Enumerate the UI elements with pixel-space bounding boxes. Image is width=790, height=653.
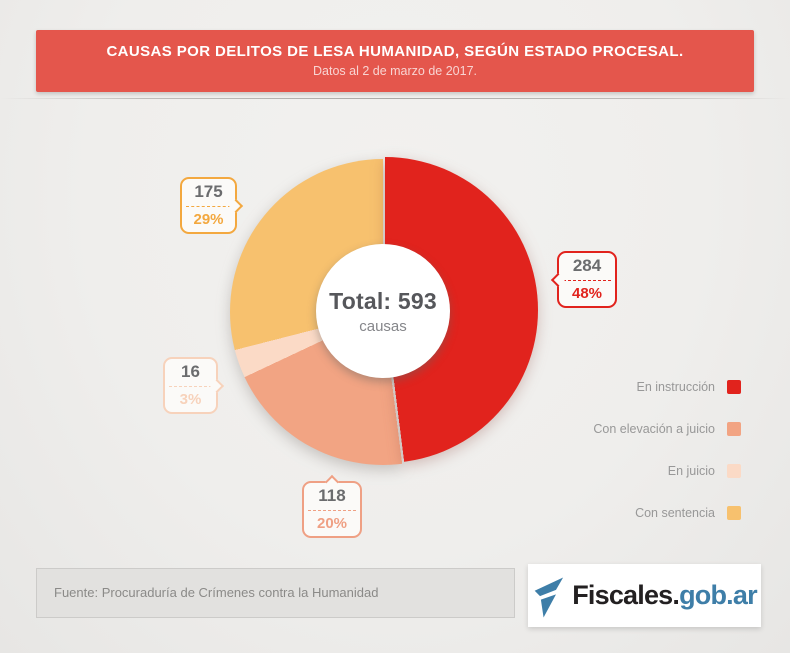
legend-label: En instrucción xyxy=(636,379,715,394)
legend-swatch-icon xyxy=(727,421,741,436)
legend-item-con-sentencia: Con sentencia xyxy=(593,505,741,520)
legend-item-con-elevacion: Con elevación a juicio xyxy=(593,421,741,436)
callout-value: 284 xyxy=(572,256,602,275)
total-label: Total: 593 xyxy=(329,287,437,314)
header-banner: CAUSAS POR DELITOS DE LESA HUMANIDAD, SE… xyxy=(36,30,754,92)
callout-en-juicio: 16 3% xyxy=(163,357,225,414)
legend-item-en-instruccion: En instrucción xyxy=(593,379,741,394)
callout-divider xyxy=(186,206,231,207)
callout-value: 175 xyxy=(194,182,223,201)
callout-con-elevacion: 118 20% xyxy=(302,474,362,538)
callout-con-sentencia: 175 29% xyxy=(180,177,244,234)
header-divider xyxy=(0,98,790,99)
callout-percent: 29% xyxy=(193,211,224,228)
logo-text: Fiscales.gob.ar xyxy=(572,580,757,611)
legend-item-en-juicio: En juicio xyxy=(593,463,741,478)
legend: En instrucción Con elevación a juicio En… xyxy=(593,379,741,547)
legend-swatch-icon xyxy=(727,463,741,478)
legend-label: En juicio xyxy=(667,463,715,478)
logo-text-dark: Fiscales. xyxy=(572,580,680,610)
legend-swatch-icon xyxy=(727,505,741,520)
callout-percent: 3% xyxy=(179,391,202,408)
callout-value: 118 xyxy=(318,486,346,505)
page-title: CAUSAS POR DELITOS DE LESA HUMANIDAD, SE… xyxy=(106,43,684,60)
donut-center: Total: 593 causas xyxy=(316,244,450,378)
logo-text-blue: gob.ar xyxy=(679,580,758,610)
callout-percent: 48% xyxy=(571,285,603,302)
callout-divider xyxy=(308,510,356,511)
page-subtitle: Datos al 2 de marzo de 2017. xyxy=(313,64,477,78)
source-text: Fuente: Procuraduría de Crímenes contra … xyxy=(54,585,379,600)
callout-en-instruccion: 284 48% xyxy=(550,251,617,308)
callout-divider xyxy=(563,280,611,281)
fiscales-f-icon xyxy=(534,576,564,617)
callout-value: 16 xyxy=(181,362,200,381)
callout-divider xyxy=(169,386,212,387)
legend-label: Con sentencia xyxy=(635,505,715,520)
callout-percent: 20% xyxy=(316,515,348,532)
legend-label: Con elevación a juicio xyxy=(593,421,715,436)
total-unit-label: causas xyxy=(359,317,407,335)
fiscales-logo: Fiscales.gob.ar xyxy=(528,564,761,627)
legend-swatch-icon xyxy=(727,379,741,394)
source-box: Fuente: Procuraduría de Crímenes contra … xyxy=(36,568,515,618)
